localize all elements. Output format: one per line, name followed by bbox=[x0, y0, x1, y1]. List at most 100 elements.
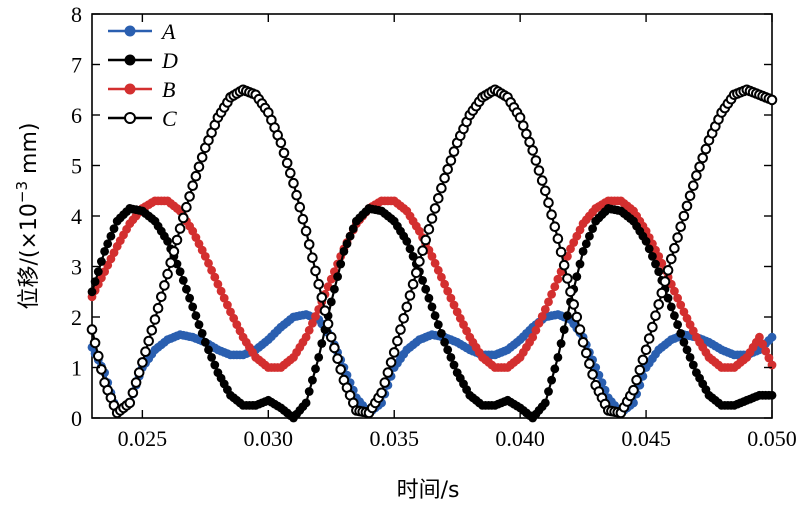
series-B bbox=[87, 196, 777, 372]
point-D bbox=[333, 272, 342, 281]
point-D bbox=[685, 353, 695, 362]
y-tick-label: 0 bbox=[71, 406, 82, 431]
point-C bbox=[146, 325, 158, 336]
y-tick-label: 1 bbox=[71, 356, 82, 381]
point-C bbox=[439, 172, 450, 184]
point-D bbox=[348, 224, 358, 234]
point-D bbox=[572, 272, 582, 281]
point-C bbox=[382, 367, 394, 378]
point-C bbox=[533, 165, 545, 176]
point-C bbox=[546, 209, 557, 220]
point-D bbox=[178, 276, 188, 285]
point-C bbox=[653, 299, 665, 310]
point-C bbox=[565, 286, 576, 298]
y-tick-label: 5 bbox=[71, 154, 82, 179]
point-C bbox=[124, 397, 136, 409]
point-C bbox=[577, 337, 589, 348]
point-C bbox=[568, 299, 580, 310]
point-C bbox=[587, 369, 598, 380]
point-D bbox=[578, 247, 588, 256]
point-D bbox=[544, 387, 553, 396]
point-C bbox=[540, 185, 551, 197]
point-D bbox=[311, 364, 320, 374]
point-B bbox=[537, 312, 547, 321]
point-C bbox=[688, 180, 699, 191]
point-D bbox=[326, 297, 336, 307]
point-C bbox=[631, 374, 642, 386]
point-D bbox=[301, 398, 311, 408]
point-D bbox=[103, 239, 113, 249]
point-C bbox=[171, 234, 183, 246]
point-C bbox=[326, 331, 337, 343]
point-D bbox=[443, 345, 453, 355]
point-D bbox=[106, 231, 116, 241]
point-B bbox=[301, 332, 311, 342]
point-C bbox=[398, 313, 410, 324]
point-D bbox=[427, 302, 437, 312]
point-C bbox=[669, 242, 680, 254]
point-D bbox=[304, 387, 314, 396]
point-B bbox=[427, 252, 437, 261]
point-D bbox=[185, 293, 195, 303]
point-D bbox=[100, 247, 109, 256]
point-C bbox=[165, 257, 176, 269]
point-C bbox=[584, 358, 595, 370]
point-D bbox=[207, 353, 217, 362]
point-D bbox=[679, 337, 689, 347]
point-C bbox=[303, 239, 315, 250]
series-layer bbox=[86, 84, 778, 423]
point-B bbox=[755, 332, 764, 342]
point-C bbox=[436, 182, 447, 194]
point-D bbox=[339, 247, 349, 256]
point-C bbox=[152, 302, 164, 314]
point-D bbox=[654, 267, 664, 276]
point-C bbox=[527, 145, 539, 156]
point-D bbox=[559, 325, 569, 334]
series-D bbox=[87, 204, 777, 423]
point-C bbox=[647, 321, 658, 333]
point-C bbox=[376, 387, 387, 399]
point-C bbox=[149, 314, 161, 325]
point-D bbox=[433, 320, 443, 329]
point-C bbox=[190, 170, 202, 182]
point-C bbox=[417, 245, 428, 256]
point-C bbox=[555, 246, 567, 258]
point-B bbox=[670, 286, 679, 296]
point-D bbox=[204, 345, 213, 355]
point-C bbox=[536, 175, 548, 186]
point-C bbox=[420, 234, 432, 246]
point-D bbox=[97, 257, 106, 266]
point-D bbox=[200, 337, 210, 347]
x-tick-label: 0.050 bbox=[747, 426, 797, 451]
point-C bbox=[329, 342, 340, 354]
point-B bbox=[430, 258, 440, 268]
point-B bbox=[547, 289, 556, 299]
y-tick-label: 8 bbox=[71, 2, 82, 27]
legend-label-D: D bbox=[161, 48, 178, 73]
point-C bbox=[662, 265, 674, 276]
x-tick-label: 0.030 bbox=[244, 426, 294, 451]
point-C bbox=[379, 377, 391, 388]
point-C bbox=[643, 333, 655, 344]
point-D bbox=[93, 267, 103, 276]
point-D bbox=[182, 284, 191, 294]
point-C bbox=[174, 223, 186, 234]
point-D bbox=[641, 236, 651, 246]
point-D bbox=[648, 252, 657, 261]
x-axis-title: 时间/s bbox=[397, 478, 460, 503]
point-C bbox=[691, 170, 702, 181]
point-D bbox=[314, 353, 324, 362]
series-C bbox=[86, 84, 778, 419]
point-C bbox=[694, 161, 705, 173]
point-D bbox=[191, 311, 201, 321]
legend-swatch-marker bbox=[124, 112, 136, 124]
point-D bbox=[163, 236, 173, 246]
point-D bbox=[547, 375, 556, 385]
point-D bbox=[688, 360, 698, 370]
point-C bbox=[316, 292, 328, 303]
point-C bbox=[445, 155, 457, 166]
point-C bbox=[388, 347, 400, 358]
point-D bbox=[446, 353, 456, 362]
point-D bbox=[585, 231, 594, 241]
point-B bbox=[207, 265, 217, 275]
